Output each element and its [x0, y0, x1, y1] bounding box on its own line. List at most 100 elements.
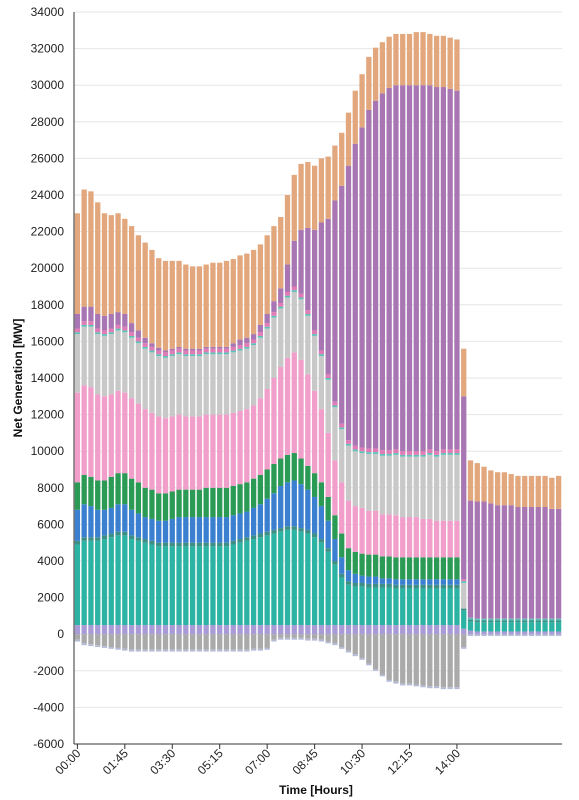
bar-segment-small_teal [352, 449, 358, 452]
bar-segment-dark_teal [515, 620, 521, 623]
bar-segment-small_teal [386, 453, 392, 456]
bar-segment-tan [542, 475, 548, 508]
bar-segment-purple_solar [393, 85, 399, 450]
bar-segment-neg_lavender [339, 647, 345, 649]
bar-segment-neg_gray [359, 634, 365, 658]
bar-segment-teal [372, 587, 379, 626]
bar-segment-purple_solar [515, 507, 521, 619]
bar-segment-teal [427, 588, 433, 626]
bar-segment-purple_base [108, 625, 114, 635]
y-tick-label: -2000 [33, 664, 64, 678]
bar-segment-neg_lavender [427, 686, 433, 689]
bar-segment-blue [244, 511, 250, 538]
bar-segment-tan [257, 244, 264, 325]
bar-segment-teal [522, 622, 528, 632]
bar-segment-tan [291, 174, 297, 241]
bar-segment-neg_gray [352, 634, 358, 655]
bar-segment-purple_base [305, 625, 311, 635]
bar-segment-light_gray [101, 335, 108, 397]
bar-segment-light_gray [115, 330, 121, 391]
bar-segment-blue [74, 509, 81, 541]
bar-segment-purple_base [522, 631, 528, 635]
bar-segment-green [386, 556, 392, 579]
bar-segment-tan [433, 35, 440, 88]
bar-segment-neg_gray [298, 634, 304, 638]
bar-segment-neg_lavender [515, 634, 521, 637]
bar-segment-dark_teal [196, 542, 203, 547]
bar-segment-purple_solar [447, 88, 453, 450]
bar-segment-small_teal [128, 335, 135, 338]
bar-segment-small_teal [535, 618, 541, 621]
bar-segment-tan [74, 213, 81, 314]
bar-segment-pink [210, 414, 216, 488]
bar-segment-small_pink [291, 286, 297, 291]
bar-segment-dark_teal [311, 533, 318, 538]
bar-segment-tan [122, 218, 128, 314]
bar-segment-purple_base [339, 625, 345, 635]
bar-segment-purple_solar [189, 348, 196, 351]
bar-segment-neg_lavender [203, 649, 209, 652]
bar-segment-tan [508, 474, 514, 506]
bar-segment-purple_solar [542, 507, 548, 619]
bar-segment-purple_base [264, 625, 270, 635]
bar-segment-dark_teal [318, 539, 325, 543]
bar-segment-blue [217, 517, 223, 543]
bar-segment-teal [508, 622, 514, 632]
bar-segment-purple_base [298, 625, 304, 635]
bar-segment-small_pink [128, 332, 135, 336]
bar-segment-dark_teal [440, 584, 447, 589]
bar-segment-neg_gray [420, 634, 426, 686]
bar-segment-neg_lavender [196, 649, 203, 652]
bar-segment-green [101, 480, 108, 510]
bar-segment-blue [298, 484, 304, 529]
bar-segment-neg_gray [101, 634, 108, 647]
bar-segment-neg_gray [223, 634, 230, 650]
bar-segment-neg_gray [250, 634, 257, 649]
bar-segment-dark_teal [250, 535, 257, 540]
bar-segment-teal [278, 531, 284, 626]
bar-segment-teal [176, 546, 182, 626]
bar-segment-light_gray [176, 354, 182, 415]
bar-segment-green [108, 476, 114, 508]
bar-segment-neg_lavender [474, 634, 480, 637]
bar-segment-neg_gray [210, 634, 216, 650]
bar-segment-green [318, 482, 325, 507]
bar-segment-blue [379, 578, 386, 584]
bar-segment-blue [128, 509, 135, 536]
bar-segment-purple_solar [257, 324, 264, 333]
bar-segment-blue [203, 517, 209, 543]
bar-segment-purple_solar [359, 127, 365, 448]
bar-segment-pink [372, 510, 379, 555]
bar-segment-dark_teal [332, 561, 338, 565]
bar-segment-pink [311, 390, 318, 474]
bar-segment-blue [366, 576, 372, 584]
bar-segment-blue [169, 518, 175, 543]
bar-segment-purple_base [318, 625, 325, 635]
bar-segment-neg_gray [278, 634, 284, 638]
bar-segment-teal [203, 546, 209, 626]
bar-segment-teal [135, 540, 142, 626]
bar-segment-neg_gray [284, 634, 291, 638]
x-tick-label: 10:30 [337, 746, 368, 777]
bar-segment-purple_solar [366, 109, 372, 449]
bar-segment-purple_solar [305, 227, 311, 311]
bar-segment-purple_solar [420, 85, 426, 452]
bar-segment-neg_lavender [250, 648, 257, 651]
bar-segment-dark_teal [108, 533, 114, 538]
bar-segment-purple_solar [291, 240, 297, 287]
bar-segment-teal [142, 542, 148, 626]
bar-segment-small_pink [223, 348, 230, 353]
bar-segment-blue [156, 520, 162, 543]
bar-segment-small_teal [427, 453, 433, 455]
bar-segment-tan [332, 145, 338, 201]
bar-segment-neg_gray [332, 634, 338, 644]
bar-segment-small_teal [108, 332, 114, 335]
bar-segment-dark_teal [535, 620, 541, 623]
bar-segment-green [278, 458, 284, 486]
bar-segment-small_pink [162, 352, 169, 357]
bar-segment-green [379, 556, 386, 579]
bar-segment-small_pink [433, 451, 440, 455]
bar-segment-light_gray [278, 308, 284, 368]
bar-segment-neg_lavender [359, 657, 365, 660]
bar-segment-dark_teal [433, 584, 440, 589]
